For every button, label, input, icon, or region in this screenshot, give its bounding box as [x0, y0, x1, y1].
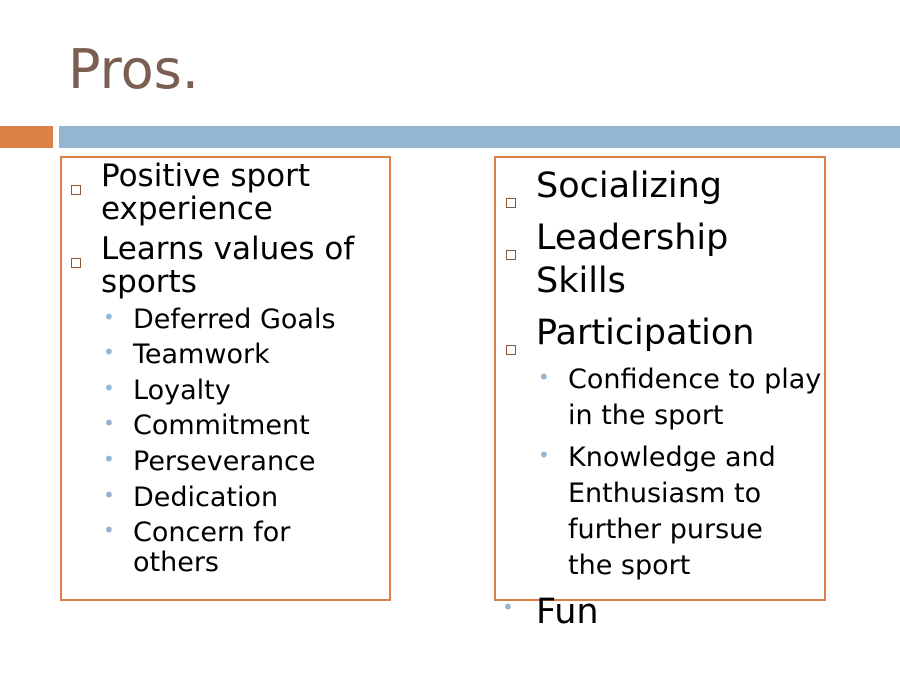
sub-list-item: • Knowledge and Enthusiasm to further pu…	[538, 440, 808, 584]
sub-list-item-text: Loyalty	[133, 375, 231, 406]
right-content-box	[494, 156, 826, 601]
accent-bar-blue	[59, 126, 900, 148]
dot-icon: •	[103, 518, 115, 542]
sub-list-item: • Commitment	[103, 411, 383, 441]
slide-title: Pros.	[68, 38, 199, 101]
dot-icon: •	[103, 447, 115, 471]
list-item-text: Socializing	[536, 166, 722, 206]
list-item: Socializing	[506, 165, 821, 208]
dot-icon: •	[103, 305, 115, 329]
dot-icon: •	[103, 483, 115, 507]
list-item-text: Participation	[536, 313, 755, 353]
dot-icon: •	[502, 595, 514, 619]
list-item: Positive sport experience	[71, 160, 386, 226]
sub-list-item: • Dedication	[103, 483, 383, 513]
sub-list-item-text: Dedication	[133, 482, 279, 513]
hollow-square-icon	[71, 258, 81, 268]
sub-list-item: • Confidence to play in the sport	[538, 362, 828, 434]
sub-list-item: • Concern for others	[103, 518, 333, 578]
dot-icon: •	[103, 340, 115, 364]
list-item-text: Positive sport experience	[101, 158, 311, 227]
sub-list-item-text: Knowledge and Enthusiasm to further purs…	[568, 442, 776, 581]
sub-list-item-text: Confidence to play in the sport	[568, 364, 822, 431]
list-item: Leadership Skills	[506, 217, 756, 303]
list-item-text: Fun	[536, 592, 599, 632]
list-item: Learns values of sports	[71, 233, 386, 299]
sub-list-item-text: Teamwork	[133, 339, 270, 370]
hollow-square-icon	[506, 198, 516, 208]
hollow-square-icon	[506, 345, 516, 355]
sub-list-item-text: Deferred Goals	[133, 304, 336, 335]
sub-list-item: • Perseverance	[103, 447, 383, 477]
dot-icon: •	[538, 365, 550, 389]
list-item: • Fun	[502, 591, 702, 634]
list-item-text: Learns values of sports	[101, 231, 355, 300]
dot-icon: •	[538, 443, 550, 467]
sub-list-item-text: Commitment	[133, 410, 310, 441]
list-item-text: Leadership Skills	[536, 218, 729, 301]
left-content-box	[60, 156, 391, 601]
dot-icon: •	[103, 411, 115, 435]
hollow-square-icon	[71, 185, 81, 195]
sub-list-item: • Deferred Goals	[103, 305, 383, 335]
sub-list-item-text: Perseverance	[133, 446, 316, 477]
hollow-square-icon	[506, 250, 516, 260]
dot-icon: •	[103, 376, 115, 400]
sub-list-item: • Loyalty	[103, 376, 383, 406]
accent-bar-orange	[0, 126, 53, 148]
sub-list-item: • Teamwork	[103, 340, 383, 370]
list-item: Participation	[506, 312, 821, 355]
sub-list-item-text: Concern for others	[133, 517, 291, 578]
